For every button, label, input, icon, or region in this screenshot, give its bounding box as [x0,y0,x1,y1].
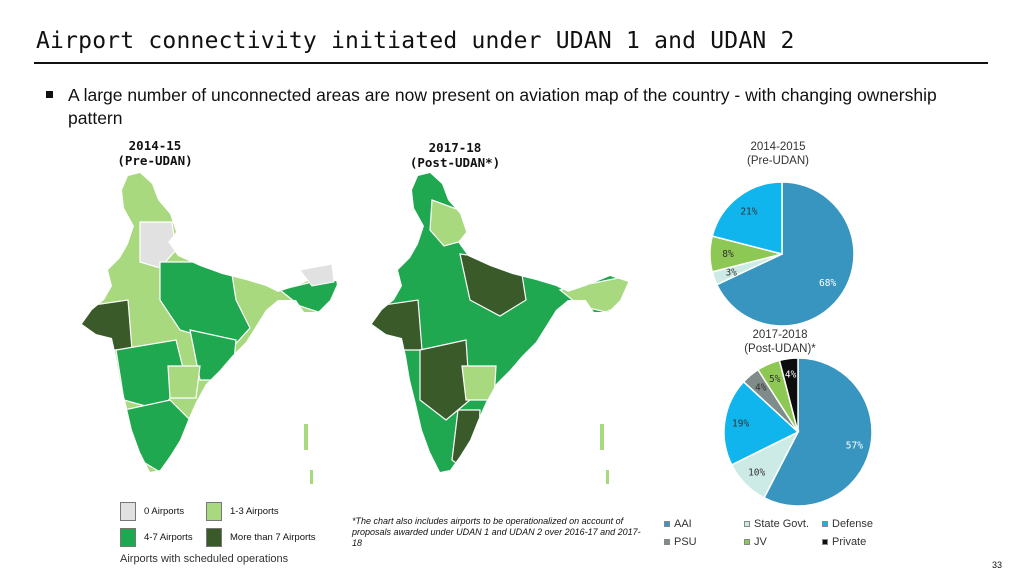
left-island-andaman [304,424,308,450]
bullet-text: A large number of unconnected areas are … [68,85,937,128]
pie-slice-label: 5% [769,374,781,385]
pie-legend-label: Private [832,536,867,548]
pie-legend-label: PSU [674,536,697,548]
map-legend-label: 1-3 Airports [230,506,279,517]
map-legend-item: 1-3 Airports [206,502,279,521]
pie-legend-label: State Govt. [754,518,810,530]
map-legend-label: 4-7 Airports [144,532,193,543]
pie-slice-label: 4% [755,383,767,394]
right-map-heading-year: 2017-18 [428,140,482,155]
right-region-west [372,299,423,351]
pie2-title-line1: 2017-2018 [752,329,808,341]
left-region-deccan [167,365,201,399]
pie-legend: AAI State Govt. Defense PSU JV Private [664,518,904,554]
slide-title: Airport connectivity initiated under UDA… [36,28,795,54]
pie1-heading: 2014-2015 (Pre-UDAN) [728,140,828,168]
pie-legend-label: AAI [674,518,692,530]
pie1-title-line2: (Pre-UDAN) [747,155,809,167]
left-island-nicobar [310,470,313,484]
title-divider [34,62,988,64]
map-caption: Airports with scheduled operations [120,553,289,565]
pie-slice [723,380,800,466]
pie-legend-item: Private [822,536,866,548]
pie-slice-label: 3% [725,267,737,278]
pie2-heading: 2017-2018 (Post-UDAN)* [730,328,830,356]
map-legend-item: 0 Airports [120,502,184,521]
pie2-chart: 57%10%19%4%5% 4% [723,357,873,507]
pie1-chart: 68% 3% 8% 21% [709,181,855,326]
pie-legend-item: State Govt. [744,518,809,530]
right-island-andaman [600,424,604,450]
pie-slice [763,357,873,507]
pie-slice [715,181,855,326]
right-region-deccan [461,365,497,401]
footnote: *The chart also includes airports to be … [352,516,641,548]
pie-legend-label: Defense [832,518,873,530]
pie-slice-label: 57% [846,441,863,452]
pie1-title-line1: 2014-2015 [750,141,806,153]
map-legend-swatch [206,502,222,521]
left-region-west [82,299,133,351]
pie-legend-item: Defense [822,518,873,530]
left-region-south [123,399,191,472]
map-legend: 0 Airports 1-3 Airports 4-7 Airports Mor… [120,502,350,552]
map-legend-item: 4-7 Airports [120,528,193,547]
left-map-islands [299,263,335,484]
pie-legend-swatch [822,539,828,545]
pie-legend-item: AAI [664,518,692,530]
pie-slice-label: 21% [740,206,757,217]
map-legend-label: 0 Airports [144,506,185,517]
right-map-regions [372,173,628,472]
left-region-sikkim-unconnected [299,263,335,287]
pie-slice [778,357,799,433]
left-map-heading-year: 2014-15 [128,138,182,153]
left-map-heading: 2014-15 (Pre-UDAN) [100,138,210,168]
bullet-square-icon [46,91,53,98]
pie-legend-swatch [744,521,750,527]
right-map-heading-phase: (Post-UDAN*) [409,155,501,170]
map-legend-swatch [120,502,136,521]
pie-slice-label: 4% [785,369,797,380]
right-map-heading: 2017-18 (Post-UDAN*) [395,140,515,170]
map-legend-label: More than 7 Airports [230,532,316,543]
map-legend-swatch [206,528,222,547]
left-map-regions [82,173,338,472]
map-legend-swatch [120,528,136,547]
page-number: 33 [991,560,1002,570]
pie-slice [711,181,783,255]
bullet-point: A large number of unconnected areas are … [46,84,948,130]
right-region-northeast [558,275,628,313]
pie-slice-label: 10% [748,468,765,479]
pie2-title-line2: (Post-UDAN)* [744,343,816,355]
pie-legend-label: JV [754,536,767,548]
pie-slice-label: 8% [722,249,734,260]
pie-slice-label: 68% [819,278,836,289]
left-map-heading-phase: (Pre-UDAN) [117,153,193,168]
pie-legend-item: JV [744,536,767,548]
pie-legend-swatch [744,539,750,545]
map-legend-item: More than 7 Airports [206,528,316,547]
pie-legend-swatch [664,539,670,545]
pie-legend-swatch [664,521,670,527]
pie-legend-swatch [822,521,828,527]
left-region-north-unconnected [139,221,177,269]
pie-legend-item: PSU [664,536,697,548]
right-map-islands [600,424,609,484]
right-island-nicobar [606,470,609,484]
pie-slice-label: 19% [732,419,749,430]
